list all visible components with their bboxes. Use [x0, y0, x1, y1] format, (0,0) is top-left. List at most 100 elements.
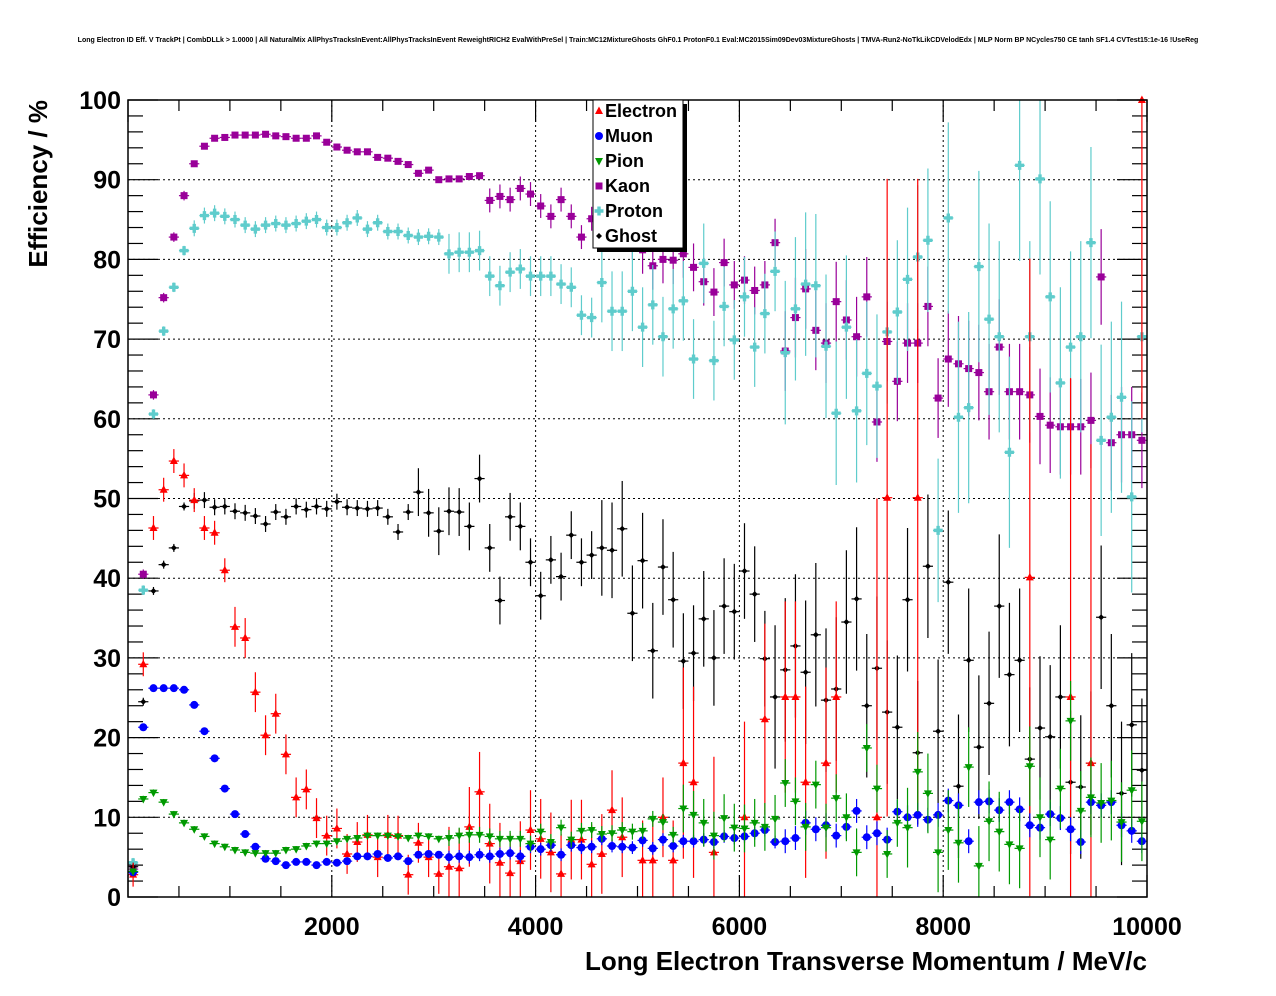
data-point-ghost	[456, 509, 463, 516]
data-point-pion	[679, 805, 688, 814]
data-point-electron	[883, 493, 892, 501]
data-point-ghost	[853, 595, 860, 602]
data-point-muon	[791, 834, 800, 843]
data-point-muon	[577, 843, 586, 852]
data-point-ghost	[568, 532, 575, 539]
data-point-pion	[210, 840, 219, 849]
data-point-ghost	[670, 596, 677, 603]
legend-label-electron: Electron	[605, 101, 677, 121]
data-point-muon	[251, 842, 260, 851]
data-point-proton	[291, 219, 301, 229]
data-point-muon	[1127, 826, 1136, 835]
data-point-pion	[394, 833, 403, 841]
data-point-ghost	[578, 559, 585, 566]
data-point-muon	[638, 836, 647, 845]
data-point-kaon	[944, 355, 952, 363]
data-point-proton	[454, 247, 464, 257]
data-point-electron	[210, 528, 219, 536]
data-point-pion	[934, 849, 943, 857]
data-point-pion	[312, 840, 321, 849]
data-point-proton	[464, 247, 474, 257]
data-point-muon	[190, 700, 199, 709]
data-point-muon	[322, 857, 331, 866]
legend-marker-proton	[594, 206, 604, 216]
data-point-proton	[638, 322, 648, 332]
y-tick-label: 30	[93, 645, 121, 673]
legend-marker-ghost	[596, 233, 602, 239]
series-pion	[128, 681, 1147, 897]
data-point-proton	[729, 335, 739, 345]
data-point-muon	[832, 831, 841, 840]
data-point-kaon	[710, 288, 718, 296]
data-point-electron	[608, 805, 617, 814]
data-point-proton	[597, 278, 607, 288]
data-point-ghost	[700, 615, 707, 622]
data-point-muon	[149, 684, 158, 693]
data-point-ghost	[843, 619, 850, 626]
data-point-proton	[362, 224, 372, 234]
data-point-ghost	[201, 497, 208, 504]
data-point-electron	[139, 659, 148, 668]
y-tick-label: 60	[93, 406, 121, 434]
data-point-proton	[576, 310, 586, 320]
chart-title: Long Electron ID Eff. V TrackPt | CombDL…	[78, 37, 1199, 44]
data-point-ghost	[405, 509, 412, 516]
data-point-ghost	[986, 700, 993, 707]
data-point-ghost	[262, 521, 269, 528]
data-point-electron	[546, 847, 555, 856]
data-point-proton	[923, 235, 933, 245]
legend-box	[592, 99, 684, 249]
data-point-proton	[505, 267, 515, 277]
data-point-pion	[1086, 794, 1095, 802]
data-point-ghost	[975, 744, 982, 751]
x-tick-label: 2000	[304, 913, 360, 941]
data-point-pion	[852, 849, 861, 857]
data-point-muon	[230, 810, 239, 819]
data-point-kaon	[1138, 436, 1146, 444]
series-proton	[128, 100, 1147, 868]
data-point-pion	[842, 814, 851, 822]
data-point-ghost	[639, 557, 646, 564]
data-point-ghost	[558, 573, 565, 580]
data-point-pion	[944, 827, 953, 835]
data-point-electron	[322, 831, 331, 839]
legend-marker-pion	[595, 158, 603, 166]
data-point-kaon	[853, 333, 861, 341]
data-point-electron	[271, 709, 280, 717]
data-point-pion	[608, 830, 617, 838]
data-point-proton	[159, 326, 169, 336]
data-point-ghost	[1047, 733, 1054, 740]
data-point-kaon	[506, 196, 514, 204]
data-point-muon	[210, 754, 219, 763]
data-point-muon	[536, 845, 545, 854]
data-point-pion	[383, 832, 392, 841]
data-point-pion	[720, 815, 729, 823]
data-point-kaon	[292, 134, 300, 142]
data-point-kaon	[160, 294, 168, 302]
data-point-proton	[689, 354, 699, 364]
data-point-kaon	[435, 176, 443, 184]
data-point-electron	[760, 714, 769, 723]
data-point-proton	[342, 218, 352, 228]
data-point-ghost	[293, 503, 300, 510]
data-point-muon	[169, 684, 178, 693]
data-point-muon	[159, 684, 168, 693]
data-point-pion	[169, 811, 178, 819]
data-point-pion	[353, 835, 362, 843]
data-point-pion	[1107, 797, 1116, 806]
data-point-muon	[506, 849, 515, 858]
data-point-kaon	[486, 196, 494, 204]
data-point-proton	[1106, 412, 1116, 422]
data-point-muon	[658, 835, 667, 844]
data-point-ghost	[659, 564, 666, 571]
data-point-proton	[770, 266, 780, 276]
y-tick-label: 20	[93, 725, 121, 753]
data-point-electron	[149, 523, 158, 531]
data-point-ghost	[680, 658, 687, 665]
data-point-pion	[1097, 799, 1106, 808]
data-point-muon	[679, 837, 688, 846]
data-point-electron	[791, 692, 800, 700]
data-point-electron	[587, 859, 596, 868]
data-point-proton	[148, 409, 158, 419]
data-point-proton	[750, 342, 760, 352]
